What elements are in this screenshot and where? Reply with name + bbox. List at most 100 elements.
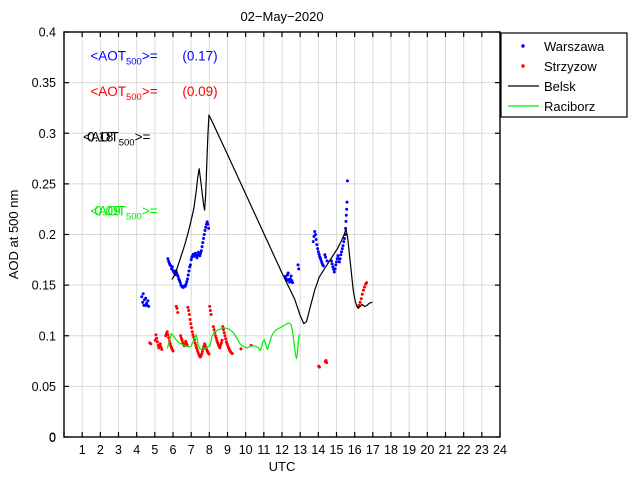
annot-strzyzow-prefix: <AOT — [90, 84, 126, 99]
data-point — [195, 346, 199, 350]
data-point — [358, 300, 362, 304]
annot-raciborz-subscript: 500 — [126, 211, 142, 222]
tick-labels: 1 2 3 4 5 6 7 8 9 10 11 12 13 14 15 16 17 18 19 20 21 22 23 240… — [32, 26, 507, 458]
data-point — [313, 229, 317, 233]
y-tick-label: 0.35 — [32, 76, 56, 90]
data-point — [207, 352, 211, 356]
data-point — [176, 310, 180, 314]
legend-label-warszawa[interactable]: Warszawa — [544, 39, 605, 54]
data-point — [314, 238, 318, 242]
data-point — [296, 263, 300, 267]
data-point — [317, 365, 321, 369]
annot-belsk-subscript: 500 — [119, 137, 135, 148]
data-point — [195, 256, 199, 260]
data-point — [365, 281, 369, 285]
data-point — [361, 288, 365, 292]
data-point — [203, 228, 207, 232]
data-point — [339, 253, 343, 257]
x-tick-label: 4 — [133, 443, 140, 457]
data-point — [190, 326, 194, 330]
x-tick-label: 9 — [224, 443, 231, 457]
grid-lines — [64, 32, 500, 437]
data-point — [335, 260, 338, 264]
x-tick-label: 19 — [402, 443, 416, 457]
data-point — [204, 225, 208, 229]
data-point — [345, 179, 349, 183]
data-point — [324, 255, 328, 259]
data-point — [160, 347, 164, 351]
data-point — [165, 330, 169, 334]
data-point — [205, 220, 209, 224]
y-tick-label: 0.05 — [32, 380, 56, 394]
data-point — [330, 262, 334, 266]
data-point — [291, 281, 295, 285]
annot-raciborz-value: 0.09 — [94, 203, 120, 218]
data-point — [155, 336, 159, 340]
data-point — [187, 308, 191, 312]
data-point — [315, 243, 319, 247]
data-point — [316, 250, 320, 254]
annot-strzyzow-value: (0.09) — [182, 84, 217, 99]
data-point — [219, 343, 223, 347]
annot-raciborz: <AOT500>= — [90, 203, 157, 222]
data-point — [286, 271, 290, 275]
data-point — [187, 269, 191, 273]
data-point — [342, 237, 346, 241]
data-point — [334, 263, 338, 267]
data-point — [194, 251, 198, 255]
y-tick-label: 0.3 — [39, 127, 56, 141]
data-point — [144, 296, 148, 300]
x-tick-label: 2 — [97, 443, 104, 457]
legend-label-raciborz[interactable]: Raciborz — [544, 99, 595, 114]
x-tick-label: 23 — [475, 443, 489, 457]
series-line-belsk — [171, 114, 373, 325]
data-point — [222, 328, 225, 332]
data-point — [147, 304, 151, 308]
data-point — [200, 352, 204, 356]
data-point — [289, 274, 293, 278]
data-point — [345, 200, 349, 204]
data-point — [199, 249, 203, 253]
data-point — [222, 331, 226, 335]
data-point — [166, 257, 170, 261]
x-axis-label: UTC — [269, 459, 296, 474]
data-point — [212, 328, 216, 332]
data-point — [336, 254, 340, 258]
data-point — [220, 338, 224, 342]
x-tick-label: 24 — [493, 443, 507, 457]
data-point — [218, 346, 222, 350]
legend-label-belsk[interactable]: Belsk — [544, 79, 576, 94]
data-point — [155, 340, 159, 344]
data-point — [239, 347, 243, 351]
data-point — [201, 241, 205, 245]
data-point — [214, 334, 218, 338]
data-point — [193, 341, 197, 345]
data-point — [359, 297, 363, 301]
data-point — [175, 306, 179, 310]
x-tick-label: 5 — [151, 443, 158, 457]
data-point — [178, 281, 182, 285]
legend-marker-warszawa — [521, 44, 525, 48]
legend-box[interactable]: Warszawa Strzyzow Belsk Raciborz — [500, 32, 628, 118]
data-point — [186, 277, 190, 281]
data-point — [211, 325, 215, 329]
data-point — [141, 300, 145, 304]
data-point — [362, 285, 366, 289]
data-point — [141, 292, 145, 296]
data-point — [200, 245, 204, 249]
data-point — [219, 341, 223, 345]
x-tick-label: 18 — [384, 443, 398, 457]
data-point — [344, 219, 348, 223]
data-point — [189, 258, 193, 262]
data-point — [208, 304, 212, 308]
data-point — [154, 333, 158, 337]
chart-title: 02−May−2020 — [240, 9, 323, 24]
data-series — [140, 114, 373, 369]
data-point — [190, 330, 194, 334]
x-tick-label-origin: 0 — [49, 431, 56, 445]
x-tick-label: 11 — [257, 443, 270, 457]
legend-label-strzyzow[interactable]: Strzyzow — [544, 59, 597, 74]
data-point — [194, 343, 198, 347]
x-tick-label: 14 — [311, 443, 325, 457]
